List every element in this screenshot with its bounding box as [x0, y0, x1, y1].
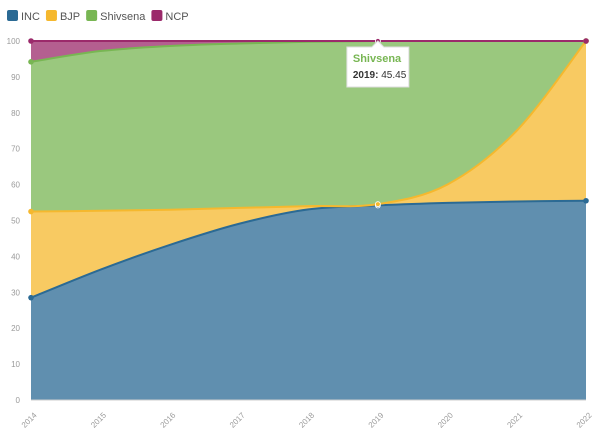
point-ncp[interactable] [583, 38, 589, 44]
x-tick-label: 2015 [89, 410, 108, 429]
point-inc[interactable] [28, 294, 34, 301]
area-shivsena[interactable] [31, 40, 586, 212]
point-bjp[interactable] [28, 208, 34, 215]
y-tick-label: 50 [11, 217, 20, 226]
tooltip-x-label: 2019: [353, 70, 381, 81]
tooltip-title: Shivsena [353, 53, 402, 65]
x-tick-label: 2014 [20, 410, 39, 429]
area-ncp[interactable] [31, 40, 586, 62]
hover-point-bjp[interactable] [374, 201, 381, 208]
x-tick-label: 2020 [436, 410, 455, 429]
legend-label-shivsena[interactable]: Shivsena [100, 11, 146, 23]
y-tick-label: 40 [11, 252, 20, 261]
y-tick-label: 10 [11, 360, 20, 369]
area-bjp[interactable] [31, 41, 586, 298]
y-tick-label: 0 [16, 396, 21, 405]
y-tick-label: 30 [11, 288, 20, 297]
legend-swatch-inc[interactable] [7, 10, 18, 21]
x-tick-label: 2018 [297, 410, 316, 429]
x-tick-label: 2017 [228, 410, 247, 429]
tooltip-value: 2019: 45.45 [353, 70, 407, 81]
x-tick-label: 2022 [575, 410, 594, 429]
x-tick-label: 2016 [159, 410, 178, 429]
legend-label-bjp[interactable]: BJP [60, 11, 80, 23]
y-tick-label: 100 [7, 37, 21, 46]
point-inc[interactable] [583, 197, 589, 204]
line-bjp[interactable] [30, 40, 587, 213]
line-inc[interactable] [30, 199, 587, 299]
legend-label-inc[interactable]: INC [21, 11, 40, 23]
y-tick-label: 70 [11, 145, 20, 154]
y-tick-label: 60 [11, 181, 20, 190]
x-tick-label: 2019 [367, 410, 386, 429]
tooltip-box [346, 40, 410, 88]
legend-label-ncp[interactable]: NCP [165, 11, 188, 23]
x-tick-label: 2021 [505, 410, 524, 429]
tooltip-number: 45.45 [381, 70, 406, 81]
legend-swatch-shivsena[interactable] [86, 10, 98, 21]
legend-swatch-bjp[interactable] [45, 10, 57, 21]
point-ncp[interactable] [28, 38, 34, 44]
y-tick-label: 80 [11, 109, 20, 118]
area-inc[interactable] [31, 200, 586, 400]
y-tick-label: 20 [11, 324, 20, 333]
point-shivsena[interactable] [28, 59, 34, 65]
y-tick-label: 90 [11, 73, 20, 82]
legend-swatch-ncp[interactable] [151, 10, 163, 21]
